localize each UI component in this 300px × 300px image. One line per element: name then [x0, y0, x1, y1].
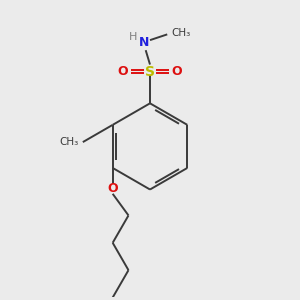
Text: CH₃: CH₃	[59, 137, 79, 147]
Text: O: O	[107, 182, 118, 195]
Text: CH₃: CH₃	[172, 28, 191, 38]
Text: H: H	[129, 32, 137, 42]
Text: O: O	[118, 65, 128, 78]
Text: O: O	[172, 65, 182, 78]
Text: N: N	[139, 37, 149, 50]
Text: S: S	[145, 65, 155, 79]
